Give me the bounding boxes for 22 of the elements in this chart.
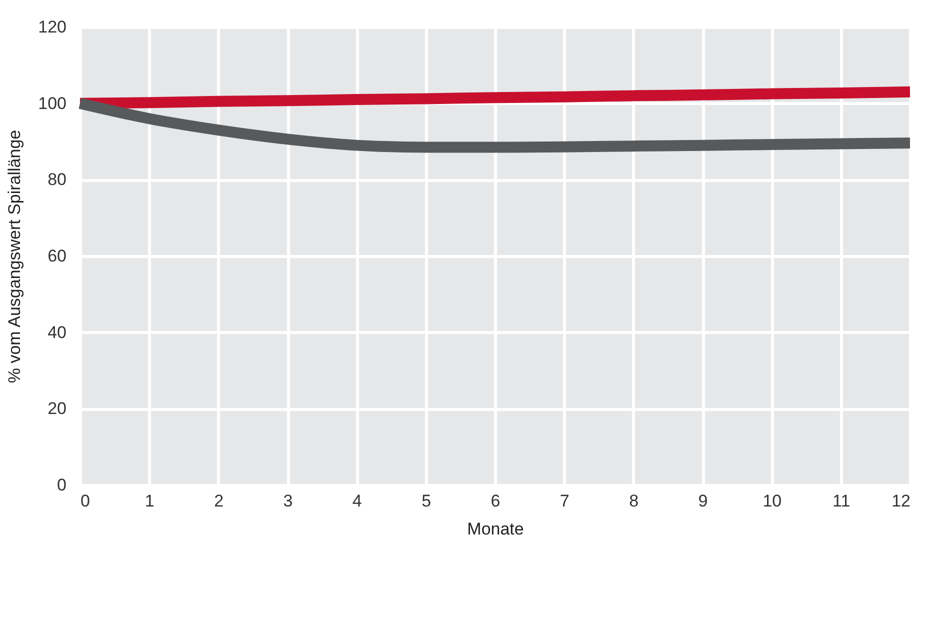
x-tick-label: 9 bbox=[698, 492, 708, 510]
x-tick-label: 2 bbox=[214, 492, 224, 510]
y-tick-label: 40 bbox=[48, 322, 66, 342]
x-tick-label: 10 bbox=[762, 492, 782, 510]
x-tick-label: 1 bbox=[144, 492, 154, 510]
x-tick-label: 7 bbox=[560, 492, 570, 510]
x-tick-label: 11 bbox=[832, 492, 850, 510]
y-tick-label: 100 bbox=[38, 94, 66, 113]
y-tick-label: 0 bbox=[57, 476, 66, 494]
x-tick-label: 12 bbox=[892, 492, 910, 510]
y-axis-title: % vom Ausgangswert Spirallänge bbox=[5, 130, 24, 384]
x-tick-label: 6 bbox=[490, 492, 500, 510]
x-tick-label: 5 bbox=[422, 492, 432, 510]
y-tick-label: 60 bbox=[48, 246, 66, 266]
y-tick-label: 120 bbox=[38, 18, 66, 36]
x-tick-label: 4 bbox=[352, 492, 362, 510]
x-tick-label: 0 bbox=[80, 492, 90, 510]
y-tick-label: 20 bbox=[48, 399, 66, 418]
x-axis-title: Monate bbox=[467, 520, 524, 538]
x-tick-label: 3 bbox=[283, 492, 293, 510]
y-tick-label: 80 bbox=[48, 170, 66, 190]
x-tick-label: 8 bbox=[629, 492, 639, 510]
